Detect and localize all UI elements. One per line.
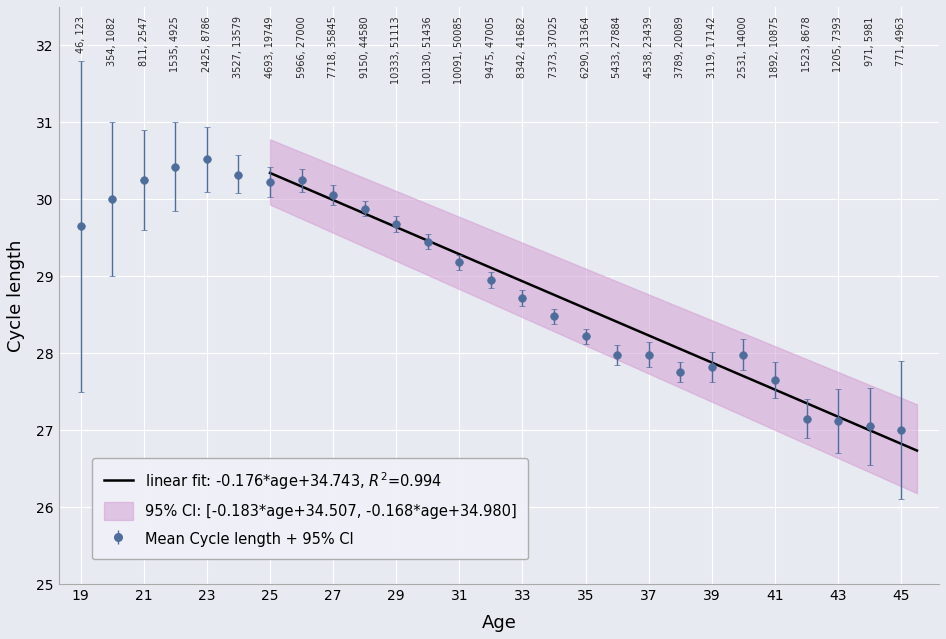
Text: 771, 4963: 771, 4963 xyxy=(896,16,906,66)
Text: 1535, 4925: 1535, 4925 xyxy=(170,16,181,72)
Text: 1205, 7393: 1205, 7393 xyxy=(833,16,843,72)
Text: 7718, 35845: 7718, 35845 xyxy=(328,16,338,78)
Text: 5433, 27884: 5433, 27884 xyxy=(612,16,622,78)
Text: 9150, 44580: 9150, 44580 xyxy=(359,16,370,78)
Text: 10091, 50085: 10091, 50085 xyxy=(454,16,464,84)
Text: 8342, 41682: 8342, 41682 xyxy=(517,16,528,78)
Text: 46, 123: 46, 123 xyxy=(76,16,86,53)
Text: 6290, 31364: 6290, 31364 xyxy=(581,16,590,78)
Text: 3789, 20089: 3789, 20089 xyxy=(675,16,685,78)
Text: 9475, 47005: 9475, 47005 xyxy=(486,16,496,78)
Text: 10130, 51436: 10130, 51436 xyxy=(423,16,432,84)
Text: 2425, 8786: 2425, 8786 xyxy=(201,16,212,72)
Text: 3119, 17142: 3119, 17142 xyxy=(707,16,717,78)
X-axis label: Age: Age xyxy=(482,614,517,632)
Text: 811, 2547: 811, 2547 xyxy=(139,16,149,66)
Text: 1892, 10875: 1892, 10875 xyxy=(770,16,780,78)
Text: 971, 5981: 971, 5981 xyxy=(865,16,875,66)
Text: 5966, 27000: 5966, 27000 xyxy=(296,16,307,78)
Y-axis label: Cycle length: Cycle length xyxy=(7,240,25,351)
Text: 354, 1082: 354, 1082 xyxy=(107,16,117,66)
Legend: linear fit: -0.176*age+34.743, $R^2$=0.994, 95% CI: [-0.183*age+34.507, -0.168*a: linear fit: -0.176*age+34.743, $R^2$=0.9… xyxy=(93,458,528,560)
Text: 4538, 23439: 4538, 23439 xyxy=(643,16,654,78)
Text: 1523, 8678: 1523, 8678 xyxy=(801,16,812,72)
Text: 3527, 13579: 3527, 13579 xyxy=(234,16,243,78)
Text: 7373, 37025: 7373, 37025 xyxy=(549,16,559,78)
Text: 4693, 19749: 4693, 19749 xyxy=(265,16,275,78)
Text: 2531, 14000: 2531, 14000 xyxy=(739,16,748,78)
Text: 10333, 51113: 10333, 51113 xyxy=(392,16,401,84)
